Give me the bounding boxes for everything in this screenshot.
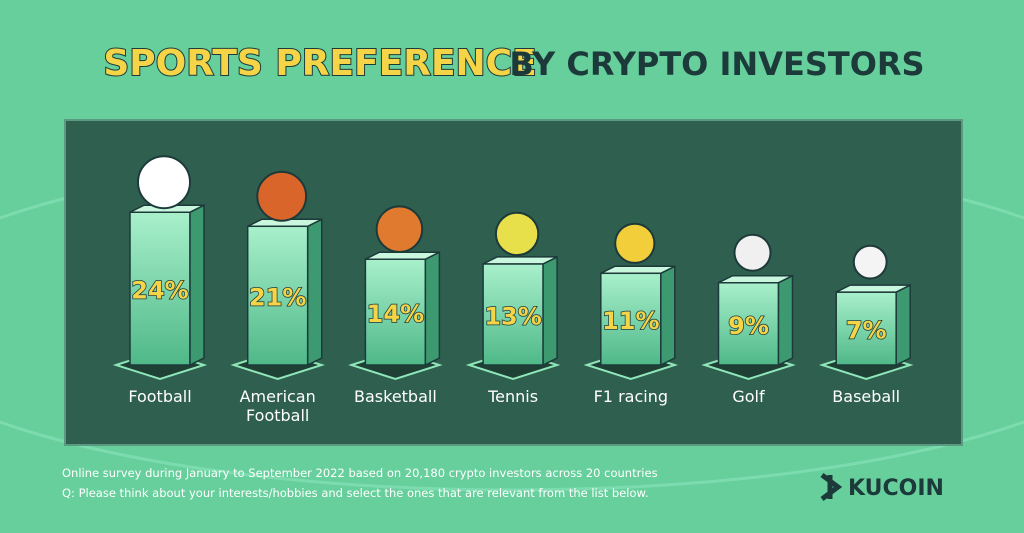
pillar-side: [777, 274, 794, 367]
chart-title: SPORTS PREFERENCE: [103, 43, 536, 84]
category-label: Tennis: [488, 387, 539, 406]
logo-icon: [820, 473, 843, 501]
sport-ball: [614, 222, 656, 264]
pillar-top: [718, 274, 793, 284]
pillar-top: [482, 256, 558, 265]
value-label: 7%: [846, 317, 887, 345]
pillar-side: [895, 283, 911, 367]
logo: KUCOIN: [820, 473, 944, 501]
pillar-side: [424, 250, 441, 367]
category-label: Football: [128, 387, 192, 406]
pillar-side: [660, 265, 676, 367]
value-label: 14%: [367, 300, 424, 328]
bar: [717, 281, 780, 366]
category-label: F1 racing: [593, 387, 668, 406]
chart-subtitle: BY CRYPTO INVESTORS: [509, 45, 924, 83]
value-label: 13%: [484, 302, 541, 330]
value-label: 24%: [131, 277, 188, 305]
value-label: 21%: [249, 284, 306, 312]
pillar-side: [306, 218, 323, 367]
category-label: American Football: [239, 387, 316, 425]
sport-ball: [852, 244, 888, 280]
value-label: 11%: [602, 307, 659, 335]
bar: [835, 291, 897, 366]
footnote: Online survey during January to Septembe…: [62, 466, 658, 480]
pillar-top: [835, 284, 911, 293]
pillar-side: [189, 203, 205, 367]
sport-ball: [256, 170, 308, 222]
brand: KUCOIN: [848, 476, 944, 501]
sport-ball: [137, 155, 191, 210]
sport-ball: [733, 233, 772, 272]
category-label: Basketball: [354, 387, 437, 406]
footnote: Q: Please think about your interests/hob…: [62, 486, 649, 500]
pillar-top: [365, 251, 440, 260]
value-label: 9%: [728, 312, 769, 340]
bar: [482, 263, 544, 366]
pillar-side: [542, 255, 558, 367]
sport-ball: [375, 205, 424, 253]
pillar-top: [600, 265, 676, 275]
bar: [600, 272, 662, 366]
category-label: Baseball: [832, 387, 901, 406]
category-label: Golf: [732, 387, 765, 406]
sport-ball: [494, 211, 540, 257]
pillar-top: [247, 218, 323, 228]
